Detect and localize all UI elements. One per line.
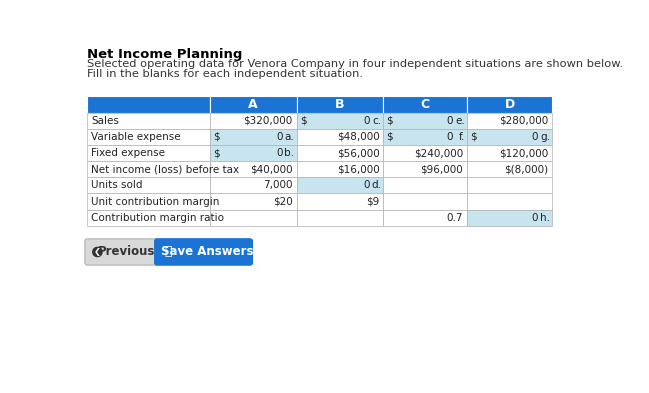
Text: $: $ [386, 116, 393, 126]
Text: Save Answers: Save Answers [161, 246, 254, 259]
FancyBboxPatch shape [384, 177, 467, 193]
Text: C: C [421, 97, 430, 111]
FancyBboxPatch shape [297, 177, 384, 193]
FancyBboxPatch shape [297, 145, 384, 161]
FancyBboxPatch shape [85, 239, 158, 265]
FancyBboxPatch shape [210, 145, 297, 161]
Text: Contribution margin ratio: Contribution margin ratio [92, 213, 224, 223]
FancyBboxPatch shape [88, 113, 210, 129]
Text: $240,000: $240,000 [414, 148, 463, 158]
Text: Variable expense: Variable expense [92, 132, 181, 142]
Text: f.: f. [458, 132, 465, 142]
FancyBboxPatch shape [384, 193, 467, 209]
Text: Units sold: Units sold [92, 180, 143, 190]
Text: Fixed expense: Fixed expense [92, 148, 165, 158]
FancyBboxPatch shape [297, 95, 384, 113]
FancyBboxPatch shape [210, 95, 297, 113]
FancyBboxPatch shape [210, 113, 297, 129]
FancyBboxPatch shape [384, 145, 467, 161]
FancyBboxPatch shape [384, 161, 467, 177]
Text: 🖫: 🖫 [164, 246, 172, 259]
Text: $280,000: $280,000 [499, 116, 548, 126]
FancyBboxPatch shape [384, 113, 467, 129]
Text: $20: $20 [273, 196, 293, 207]
FancyBboxPatch shape [210, 161, 297, 177]
Text: a.: a. [284, 132, 294, 142]
FancyBboxPatch shape [467, 193, 552, 209]
Text: $48,000: $48,000 [337, 132, 380, 142]
Text: $: $ [213, 148, 219, 158]
Text: 0: 0 [447, 116, 453, 126]
Text: $56,000: $56,000 [337, 148, 380, 158]
Text: Sales: Sales [92, 116, 119, 126]
FancyBboxPatch shape [467, 145, 552, 161]
Text: D: D [504, 97, 515, 111]
Text: 0: 0 [532, 213, 539, 223]
Text: $9: $9 [366, 196, 380, 207]
Text: B: B [336, 97, 345, 111]
Text: c.: c. [372, 116, 381, 126]
FancyBboxPatch shape [210, 129, 297, 145]
FancyBboxPatch shape [210, 193, 297, 209]
Text: $: $ [470, 132, 477, 142]
FancyBboxPatch shape [154, 239, 252, 265]
FancyBboxPatch shape [467, 113, 552, 129]
Text: Previous: Previous [97, 246, 154, 259]
Text: 0: 0 [276, 148, 282, 158]
FancyBboxPatch shape [297, 161, 384, 177]
Text: 7,000: 7,000 [263, 180, 293, 190]
Text: ❮: ❮ [94, 248, 101, 257]
FancyBboxPatch shape [384, 95, 467, 113]
FancyBboxPatch shape [297, 209, 384, 226]
FancyBboxPatch shape [467, 129, 552, 145]
FancyBboxPatch shape [467, 95, 552, 113]
FancyBboxPatch shape [88, 209, 210, 226]
FancyBboxPatch shape [384, 129, 467, 145]
FancyBboxPatch shape [88, 129, 210, 145]
Text: $16,000: $16,000 [337, 164, 380, 174]
Text: Net Income Planning: Net Income Planning [88, 48, 243, 61]
Text: $: $ [386, 132, 393, 142]
Text: b.: b. [284, 148, 294, 158]
FancyBboxPatch shape [297, 113, 384, 129]
FancyBboxPatch shape [210, 209, 297, 226]
Circle shape [93, 247, 102, 257]
FancyBboxPatch shape [467, 209, 552, 226]
Text: $96,000: $96,000 [421, 164, 463, 174]
Text: $: $ [213, 132, 219, 142]
Text: 0: 0 [363, 116, 369, 126]
Text: $320,000: $320,000 [243, 116, 293, 126]
Text: e.: e. [455, 116, 465, 126]
Text: Selected operating data for Venora Company in four independent situations are sh: Selected operating data for Venora Compa… [88, 59, 624, 69]
Text: $: $ [300, 116, 306, 126]
FancyBboxPatch shape [467, 161, 552, 177]
Text: g.: g. [540, 132, 550, 142]
FancyBboxPatch shape [297, 129, 384, 145]
Text: $40,000: $40,000 [250, 164, 293, 174]
Text: 0: 0 [447, 132, 453, 142]
FancyBboxPatch shape [384, 209, 467, 226]
FancyBboxPatch shape [88, 95, 210, 113]
Text: 0: 0 [363, 180, 369, 190]
Text: Unit contribution margin: Unit contribution margin [92, 196, 219, 207]
FancyBboxPatch shape [88, 193, 210, 209]
Text: h.: h. [540, 213, 550, 223]
Text: Net income (loss) before tax: Net income (loss) before tax [92, 164, 239, 174]
Text: 0: 0 [276, 132, 282, 142]
FancyBboxPatch shape [210, 177, 297, 193]
FancyBboxPatch shape [297, 193, 384, 209]
Text: Fill in the blanks for each independent situation.: Fill in the blanks for each independent … [88, 69, 363, 79]
Text: A: A [249, 97, 258, 111]
FancyBboxPatch shape [88, 177, 210, 193]
Text: $(8,000): $(8,000) [504, 164, 548, 174]
FancyBboxPatch shape [88, 145, 210, 161]
Text: $120,000: $120,000 [499, 148, 548, 158]
FancyBboxPatch shape [88, 161, 210, 177]
Text: d.: d. [371, 180, 381, 190]
Text: 0: 0 [532, 132, 539, 142]
Text: 0.7: 0.7 [447, 213, 463, 223]
FancyBboxPatch shape [467, 177, 552, 193]
